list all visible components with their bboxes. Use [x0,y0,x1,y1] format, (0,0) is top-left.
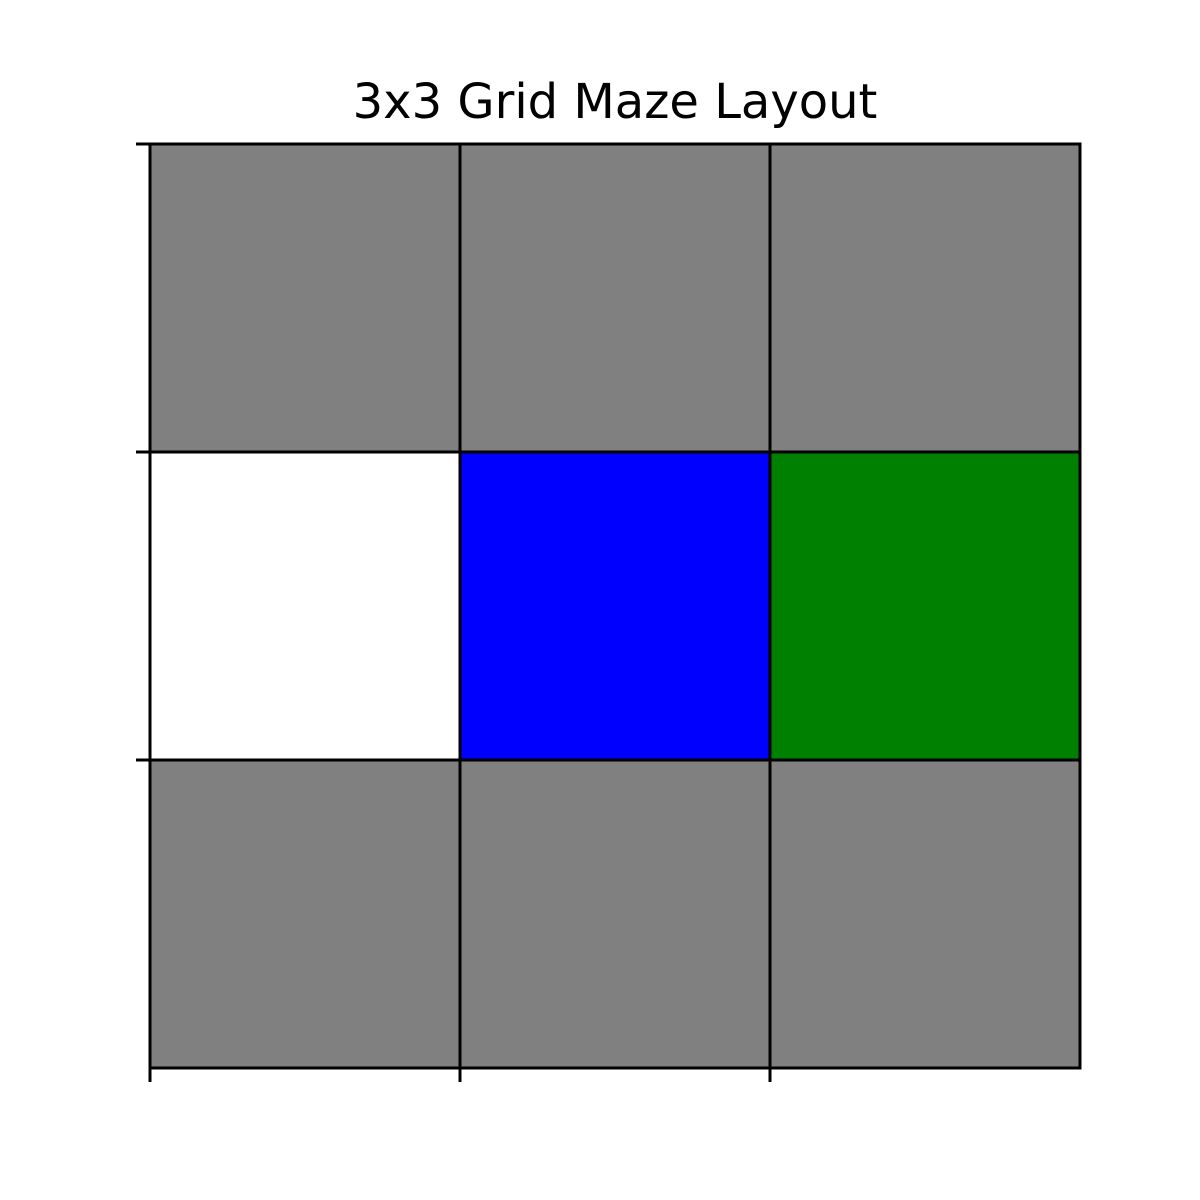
maze-cell-r2-c2-gray [768,758,1082,1070]
maze-cell-r1-c0-white [148,450,462,762]
axis-ticks [136,142,772,1082]
maze-cell-r1-c1-blue [458,450,772,762]
cells-layer [148,142,1082,1070]
maze-cell-r0-c1-gray [458,142,772,454]
grid-frame [148,142,1082,1070]
maze-cell-r2-c0-gray [148,758,462,1070]
maze-cell-r0-c2-gray [768,142,1082,454]
maze-cell-r0-c0-gray [148,142,462,454]
maze-cell-r1-c2-green [768,450,1082,762]
maze-title: 3x3 Grid Maze Layout [352,74,878,130]
maze-cell-r2-c1-gray [458,758,772,1070]
